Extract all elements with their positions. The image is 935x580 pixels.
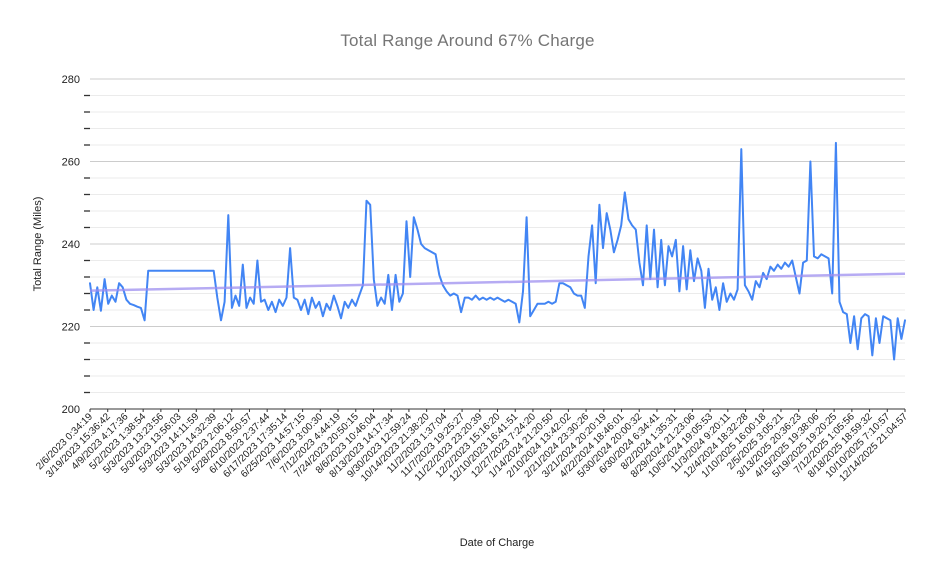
y-tick-label: 260 — [62, 157, 80, 169]
y-tick-label: 220 — [62, 322, 80, 334]
trendline — [89, 272, 906, 292]
y-tick-label: 200 — [62, 404, 80, 416]
series-line — [89, 141, 906, 361]
y-tick-label: 280 — [62, 74, 80, 86]
chart-title: Total Range Around 67% Charge — [340, 31, 595, 50]
x-axis-title: Date of Charge — [459, 537, 535, 549]
y-tick-label: 240 — [62, 239, 80, 251]
